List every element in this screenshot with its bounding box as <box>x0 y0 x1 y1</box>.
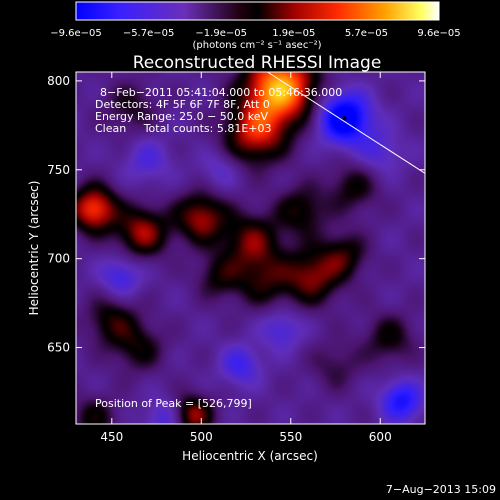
x-tick-label: 600 <box>369 430 392 444</box>
y-tick-label: 700 <box>47 252 70 266</box>
y-axis-label: Heliocentric Y (arcsec) <box>27 181 41 316</box>
x-tick-label: 450 <box>100 430 123 444</box>
annotation-block: 8−Feb−2011 05:41:04.000 to 05:46:36.000 … <box>95 86 342 135</box>
annotation-clean-counts: Clean Total counts: 5.81E+03 <box>95 122 272 135</box>
colorbar-tick-label: 1.9e−05 <box>272 28 315 39</box>
annotation-time-range: 8−Feb−2011 05:41:04.000 to 05:46:36.000 <box>100 86 342 99</box>
chart-title: Reconstructed RHESSI Image <box>133 53 382 73</box>
peak-position-label: Position of Peak = [526,799] <box>95 397 252 410</box>
footer-timestamp: 7−Aug−2013 15:09 <box>386 483 496 496</box>
axis-ticks: 450 500 550 600 650 700 750 800 <box>47 72 425 444</box>
colorbar-ticks: −9.6e−05 −5.7e−05 −1.9e−05 1.9e−05 5.7e−05 9.… <box>50 28 460 39</box>
colorbar-tick-label: −5.7e−05 <box>123 28 175 39</box>
limb-line <box>267 71 426 174</box>
peak-marker <box>342 116 347 121</box>
colorbar-units-label: (photons cm⁻² s⁻¹ asec⁻²) <box>192 40 321 51</box>
colorbar-gradient <box>76 2 439 20</box>
marker-dot <box>342 116 347 121</box>
annotation-energy-range: Energy Range: 25.0 − 50.0 keV <box>95 110 269 123</box>
heatmap-image <box>76 72 425 424</box>
x-tick-label: 550 <box>279 430 302 444</box>
colorbar-tick-label: 5.7e−05 <box>345 28 388 39</box>
x-tick-label: 500 <box>190 430 213 444</box>
annotation-detectors: Detectors: 4F 5F 6F 7F 8F, Att 0 <box>95 98 270 111</box>
colorbar-tick-label: −1.9e−05 <box>195 28 247 39</box>
colorbar: −9.6e−05 −5.7e−05 −1.9e−05 1.9e−05 5.7e−05 9.… <box>50 1 461 51</box>
colorbar-tick-label: 9.6e−05 <box>417 28 460 39</box>
y-tick-label: 800 <box>47 74 70 88</box>
colorbar-tick-label: −9.6e−05 <box>50 28 102 39</box>
x-axis-label: Heliocentric X (arcsec) <box>182 449 318 463</box>
plot-frame <box>75 71 426 425</box>
y-tick-label: 650 <box>47 341 70 355</box>
colorbar-frame <box>75 1 440 21</box>
y-tick-label: 750 <box>47 163 70 177</box>
